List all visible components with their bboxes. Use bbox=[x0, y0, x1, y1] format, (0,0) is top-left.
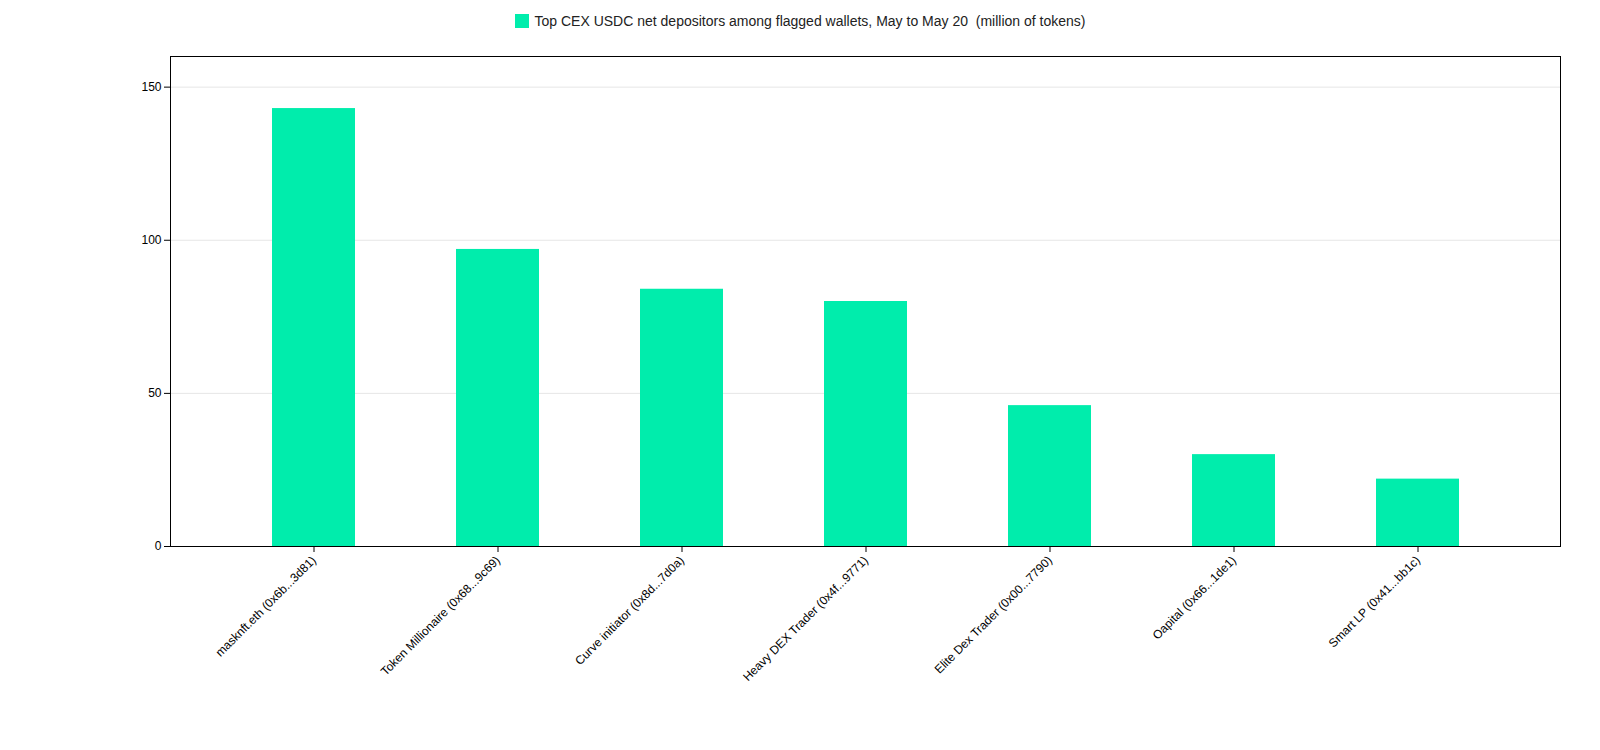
svg-text:50: 50 bbox=[148, 386, 162, 400]
svg-text:Token Millionaire (0x68...9c69: Token Millionaire (0x68...9c69) bbox=[378, 553, 503, 678]
svg-text:Heavy DEX Trader (0x4f...9771): Heavy DEX Trader (0x4f...9771) bbox=[740, 553, 871, 684]
svg-text:0: 0 bbox=[155, 539, 162, 553]
svg-text:100: 100 bbox=[141, 233, 161, 247]
svg-text:Oapital (0x66...1de1): Oapital (0x66...1de1) bbox=[1150, 553, 1239, 642]
svg-text:150: 150 bbox=[141, 80, 161, 94]
svg-text:masknft.eth (0x6b...3d81): masknft.eth (0x6b...3d81) bbox=[213, 553, 319, 659]
svg-text:Curve initiator (0x8d...7d0a): Curve initiator (0x8d...7d0a) bbox=[572, 553, 687, 668]
svg-text:Smart LP (0x41...bb1c): Smart LP (0x41...bb1c) bbox=[1326, 553, 1423, 650]
html-text:Top CEX USDC net depositors am: Top CEX USDC net depositors among flagge… bbox=[534, 13, 1086, 29]
svg-text:Elite Dex Trader (0x00...7790): Elite Dex Trader (0x00...7790) bbox=[932, 553, 1055, 676]
